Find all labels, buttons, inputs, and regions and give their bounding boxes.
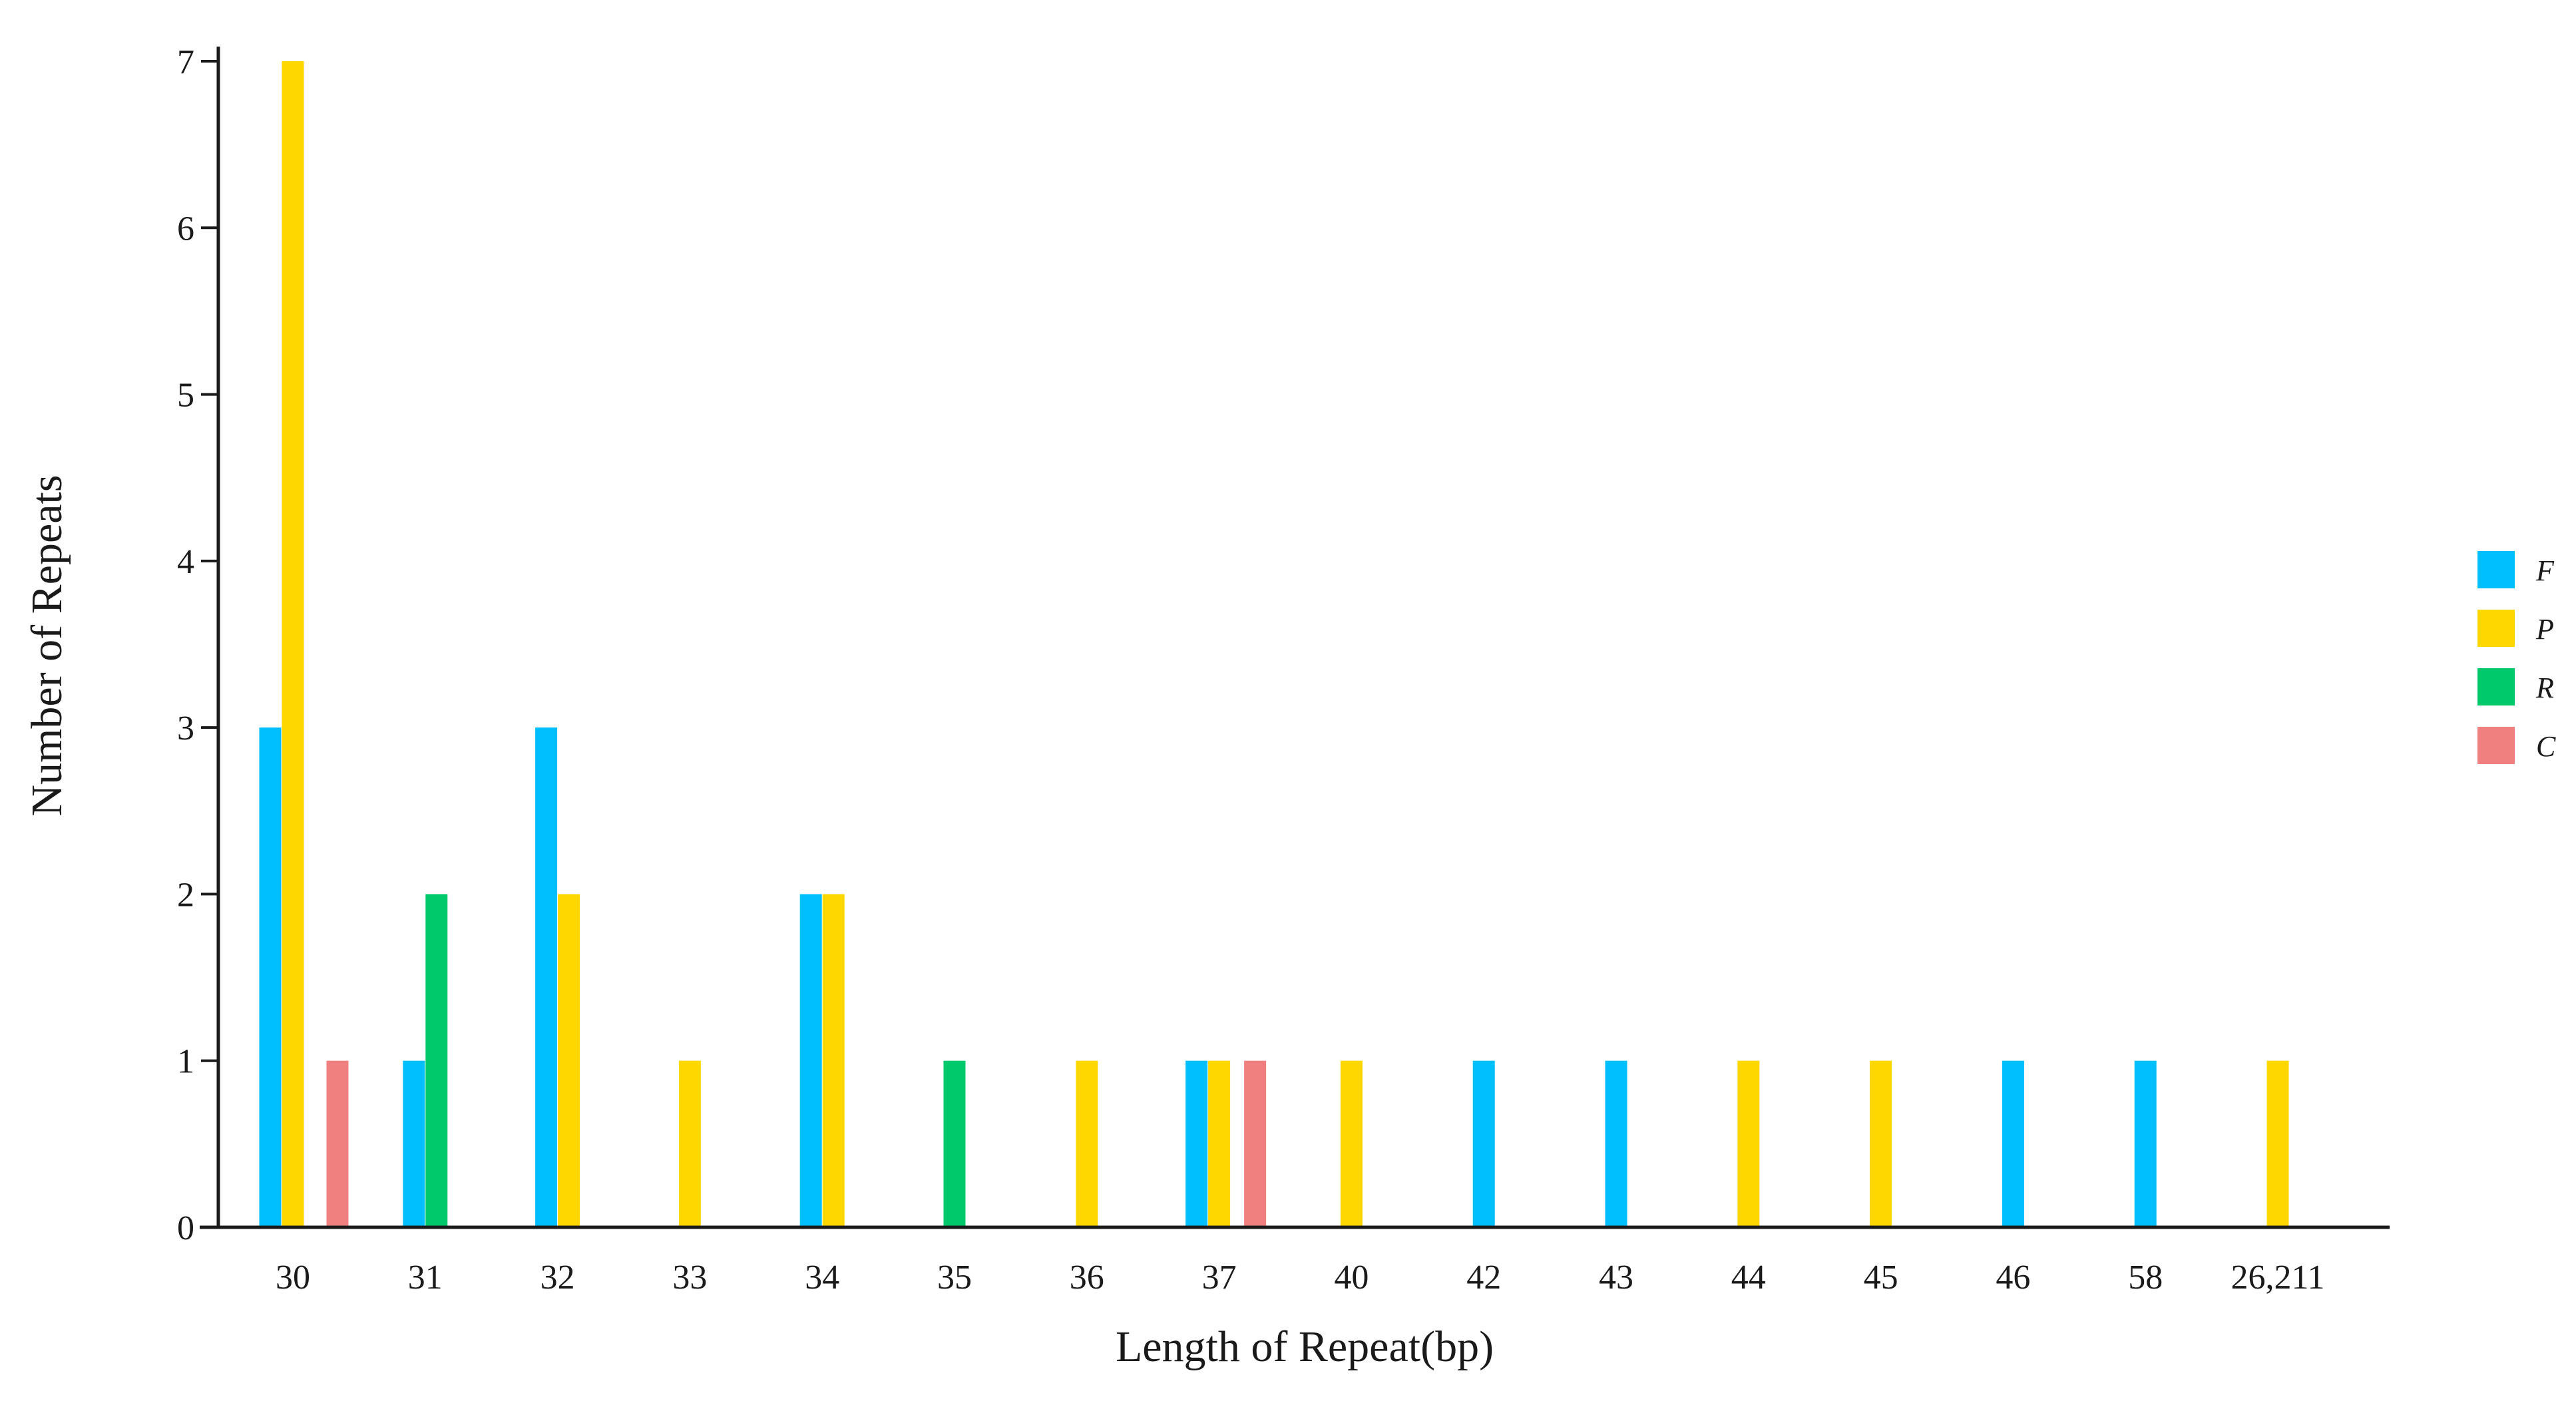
legend-label-R: R <box>2535 672 2554 704</box>
x-tick-label: 37 <box>1202 1259 1237 1297</box>
y-tick-label: 5 <box>177 377 194 415</box>
x-tick-label: 35 <box>937 1259 972 1297</box>
bar-P-33 <box>678 1060 701 1227</box>
x-tick-label: 58 <box>2128 1259 2163 1297</box>
y-tick-label: 6 <box>177 210 194 248</box>
bar-F-37 <box>1185 1060 1208 1227</box>
bar-F-42 <box>1472 1060 1495 1227</box>
bar-C-30 <box>326 1060 349 1227</box>
x-axis-title: Length of Repeat(bp) <box>1116 1322 1494 1371</box>
legend-swatch-P <box>2477 610 2515 647</box>
bar-P-34 <box>822 894 845 1227</box>
legend-swatch-R <box>2477 668 2515 705</box>
bar-P-32 <box>558 894 580 1227</box>
x-tick-label: 42 <box>1466 1259 1501 1297</box>
bar-F-31 <box>403 1060 425 1227</box>
x-tick-label: 26,211 <box>2231 1259 2324 1297</box>
bar-P-30 <box>282 61 304 1227</box>
x-tick-label: 30 <box>276 1259 310 1297</box>
x-tick-label: 34 <box>805 1259 839 1297</box>
bar-R-35 <box>943 1060 966 1227</box>
y-tick-label: 3 <box>177 709 194 747</box>
bar-F-43 <box>1605 1060 1627 1227</box>
bar-F-58 <box>2134 1060 2157 1227</box>
bar-P-36 <box>1076 1060 1098 1227</box>
bar-F-46 <box>2002 1060 2024 1227</box>
y-tick-label: 7 <box>177 43 194 81</box>
bar-F-32 <box>535 727 558 1227</box>
x-tick-label: 31 <box>408 1259 443 1297</box>
x-tick-label: 46 <box>1996 1259 2030 1297</box>
plot-area <box>259 61 2289 1227</box>
bar-P-37 <box>1208 1060 1231 1227</box>
legend-swatch-F <box>2477 551 2515 588</box>
y-tick-label: 4 <box>177 543 194 581</box>
legend-label-P: P <box>2535 613 2554 646</box>
bar-C-37 <box>1244 1060 1267 1227</box>
axes <box>200 47 2390 1229</box>
bar-R-31 <box>425 894 448 1227</box>
x-tick-label: 33 <box>672 1259 707 1297</box>
x-tick-label: 44 <box>1731 1259 1766 1297</box>
x-tick-label: 45 <box>1864 1259 1898 1297</box>
bar-P-45 <box>1870 1060 1892 1227</box>
x-tick-label: 36 <box>1070 1259 1104 1297</box>
x-tick-label: 32 <box>540 1259 575 1297</box>
x-tick-label: 43 <box>1599 1259 1633 1297</box>
bar-F-34 <box>799 894 822 1227</box>
bar-P-44 <box>1737 1060 1760 1227</box>
legend-label-C: C <box>2536 730 2556 763</box>
y-axis-title: Number of Repeats <box>23 475 71 816</box>
bar-P-26211 <box>2266 1060 2289 1227</box>
legend-label-F: F <box>2535 554 2555 587</box>
y-tick-label: 1 <box>177 1043 194 1081</box>
y-tick-label: 2 <box>177 876 194 914</box>
x-tick-label: 40 <box>1334 1259 1369 1297</box>
legend-swatch-C <box>2477 727 2515 764</box>
y-tick-label: 0 <box>177 1209 194 1247</box>
bar-F-30 <box>259 727 282 1227</box>
bar-P-40 <box>1340 1060 1363 1227</box>
